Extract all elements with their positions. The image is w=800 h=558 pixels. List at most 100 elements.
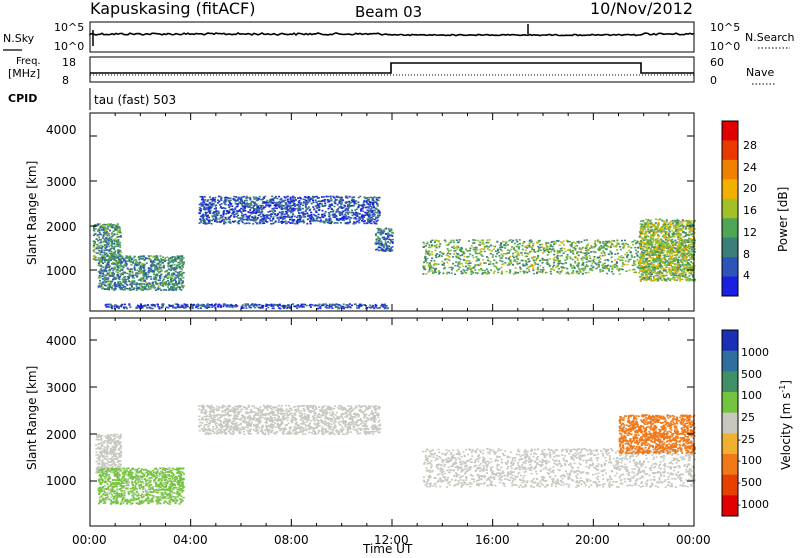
- data-cell: [315, 199, 317, 201]
- data-cell: [467, 250, 469, 252]
- data-cell: [259, 214, 261, 216]
- data-cell: [474, 239, 476, 241]
- data-cell: [288, 209, 290, 211]
- data-cell: [93, 257, 95, 259]
- data-cell: [453, 253, 455, 255]
- data-cell: [617, 242, 619, 244]
- data-cell: [592, 267, 594, 269]
- data-cell: [343, 211, 345, 213]
- data-cell: [590, 251, 592, 253]
- data-cell: [520, 271, 522, 273]
- data-cell: [149, 268, 151, 270]
- data-cell: [431, 251, 433, 253]
- data-cell: [367, 214, 369, 216]
- data-cell: [215, 208, 217, 210]
- data-cell: [274, 213, 276, 215]
- data-cell: [247, 216, 249, 218]
- data-cell: [130, 260, 132, 262]
- data-cell: [284, 214, 286, 216]
- data-cell: [534, 264, 536, 266]
- data-cell: [330, 196, 332, 198]
- data-cell: [453, 242, 455, 244]
- data-cell: [543, 251, 545, 253]
- data-cell: [370, 197, 372, 199]
- data-cell: [253, 198, 255, 200]
- data-cell: [373, 221, 375, 223]
- data-cell: [256, 212, 258, 214]
- data-cell: [298, 212, 300, 214]
- data-cell: [626, 264, 628, 266]
- data-cell: [145, 286, 147, 288]
- data-cell: [557, 272, 559, 274]
- data-cell: [544, 249, 546, 251]
- data-cell: [683, 248, 685, 250]
- data-cell: [668, 229, 670, 231]
- data-cell: [220, 215, 222, 217]
- data-cell: [293, 200, 295, 202]
- data-cell: [355, 213, 357, 215]
- data-cell: [272, 218, 274, 220]
- data-cell: [461, 254, 463, 256]
- data-cell: [447, 248, 449, 250]
- data-cell: [149, 270, 151, 272]
- data-cell: [118, 259, 120, 261]
- data-cell: [585, 266, 587, 268]
- data-cell: [650, 222, 652, 224]
- data-cell: [623, 245, 625, 247]
- data-cell: [114, 241, 116, 243]
- data-cell: [599, 241, 601, 243]
- data-cell: [691, 220, 693, 222]
- data-cell: [566, 258, 568, 260]
- data-cell: [648, 247, 650, 249]
- data-cell: [450, 240, 452, 242]
- data-cell: [212, 201, 214, 203]
- data-cell: [553, 265, 555, 267]
- data-cell: [317, 207, 319, 209]
- data-cell: [178, 274, 180, 276]
- data-cell: [374, 223, 376, 225]
- data-cell: [366, 197, 368, 199]
- data-cell: [269, 211, 271, 213]
- data-cell: [423, 246, 425, 248]
- freq-right-tick-bottom: 0: [710, 74, 717, 87]
- data-cell: [245, 197, 247, 199]
- data-cell: [106, 224, 108, 226]
- data-cell: [233, 196, 235, 198]
- data-cell: [485, 262, 487, 264]
- data-cell: [93, 250, 95, 252]
- data-cell: [133, 257, 135, 259]
- data-cell: [206, 219, 208, 221]
- data-cell: [593, 258, 595, 260]
- data-cell: [489, 239, 491, 241]
- data-cell: [108, 250, 110, 252]
- data-cell: [653, 261, 655, 263]
- data-cell: [238, 198, 240, 200]
- data-cell: [526, 247, 528, 249]
- data-cell: [683, 271, 685, 273]
- data-cell: [469, 262, 471, 264]
- data-cell: [353, 196, 355, 198]
- data-cell: [286, 203, 288, 205]
- data-cell: [104, 261, 106, 263]
- data-cell: [545, 259, 547, 261]
- data-cell: [115, 264, 117, 266]
- data-cell: [181, 275, 183, 277]
- data-cell: [141, 286, 143, 288]
- data-cell: [597, 240, 599, 242]
- data-cell: [672, 276, 674, 278]
- data-cell: [339, 201, 341, 203]
- data-cell: [373, 196, 375, 198]
- data-cell: [132, 271, 134, 273]
- data-cell: [525, 262, 527, 264]
- data-cell: [386, 247, 388, 249]
- data-cell: [435, 272, 437, 274]
- data-cell: [173, 273, 175, 275]
- data-cell: [276, 198, 278, 200]
- data-cell: [672, 255, 674, 257]
- data-cell: [114, 227, 116, 229]
- data-cell: [309, 210, 311, 212]
- data-cell: [300, 209, 302, 211]
- data-cell: [165, 282, 167, 284]
- data-cell: [259, 221, 261, 223]
- data-cell: [602, 250, 604, 252]
